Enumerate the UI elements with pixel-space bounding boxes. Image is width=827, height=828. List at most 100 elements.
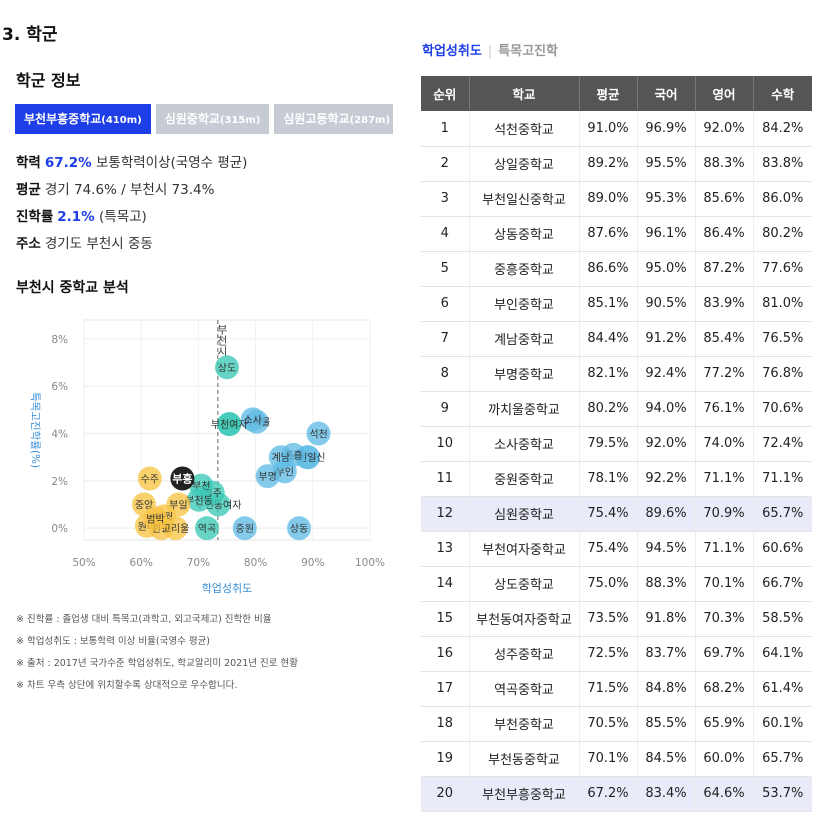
- cell-english: 86.4%: [695, 216, 754, 252]
- school-tab-3[interactable]: 심원고등학교(287m): [274, 104, 393, 134]
- data-point-label: 부인: [276, 466, 294, 478]
- cell-korean: 96.1%: [637, 216, 696, 252]
- cell-math: 76.8%: [753, 356, 812, 392]
- table-row[interactable]: 9 까치울중학교 80.2% 94.0% 76.1% 70.6%: [421, 391, 812, 427]
- cell-school: 부천여자중학교: [469, 531, 580, 567]
- data-point: [287, 516, 312, 541]
- info-value: 67.2%: [44, 155, 92, 171]
- cell-korean: 92.2%: [637, 461, 696, 497]
- cell-korean: 84.8%: [637, 671, 696, 707]
- cell-rank: 19: [421, 741, 470, 777]
- table-row[interactable]: 7 계남중학교 84.4% 91.2% 85.4% 76.5%: [421, 321, 812, 357]
- y-axis-label: 특목고진학률(%): [29, 392, 41, 468]
- table-row[interactable]: 11 중원중학교 78.1% 92.2% 71.1% 71.1%: [421, 461, 812, 497]
- cell-school: 중원중학교: [469, 461, 580, 497]
- cell-korean: 92.4%: [637, 356, 696, 392]
- school-info-list: 학력 67.2% 보통학력이상(국영수 평균) 평균 경기 74.6% / 부천시 …: [16, 152, 247, 260]
- cell-school: 역곡중학교: [469, 671, 580, 707]
- header-average: 평균: [579, 76, 638, 111]
- header-math: 수학: [753, 76, 812, 111]
- cell-korean: 95.0%: [637, 251, 696, 287]
- table-row[interactable]: 5 중흥중학교 86.6% 95.0% 87.2% 77.6%: [421, 251, 812, 287]
- data-point: [306, 421, 331, 446]
- cell-school: 상도중학교: [469, 566, 580, 602]
- school-tab-name: 심원중학교: [164, 112, 220, 126]
- table-header-row: 순위 학교 평균 국어 영어 수학: [421, 76, 812, 111]
- school-tab-1[interactable]: 부천부흥중학교(410m): [15, 104, 151, 134]
- cell-english: 70.9%: [695, 496, 754, 532]
- cell-average: 75.0%: [579, 566, 638, 602]
- info-text: 경기도 부천시 중동: [44, 236, 153, 252]
- table-row[interactable]: 19 부천동중학교 70.1% 84.5% 60.0% 65.7%: [421, 741, 812, 777]
- info-average: 평균 경기 74.6% / 부천시 73.4%: [16, 179, 247, 206]
- cell-math: 77.6%: [753, 251, 812, 287]
- table-row[interactable]: 8 부명중학교 82.1% 92.4% 77.2% 76.8%: [421, 356, 812, 392]
- data-point: [255, 464, 280, 489]
- x-tick-label: 80%: [244, 557, 267, 569]
- cell-math: 60.6%: [753, 531, 812, 567]
- table-row[interactable]: 12 심원중학교 75.4% 89.6% 70.9% 65.7%: [421, 496, 812, 532]
- note: ※ 진학률 : 졸업생 대비 특목고(과학고, 외고국제고) 진학한 비율: [16, 614, 272, 625]
- cell-korean: 85.5%: [637, 706, 696, 742]
- info-label: 학력: [16, 155, 41, 171]
- table-row[interactable]: 4 상동중학교 87.6% 96.1% 86.4% 80.2%: [421, 216, 812, 252]
- cell-rank: 9: [421, 391, 470, 427]
- data-point-label: 범박: [146, 514, 164, 526]
- cell-korean: 94.5%: [637, 531, 696, 567]
- table-row[interactable]: 3 부천일신중학교 89.0% 95.3% 85.6% 86.0%: [421, 181, 812, 217]
- cell-english: 68.2%: [695, 671, 754, 707]
- table-row[interactable]: 17 역곡중학교 71.5% 84.8% 68.2% 61.4%: [421, 671, 812, 707]
- data-point-label: 석천: [309, 429, 327, 441]
- cell-school: 상동중학교: [469, 216, 580, 252]
- cell-school: 성주중학교: [469, 636, 580, 672]
- table-row[interactable]: 13 부천여자중학교 75.4% 94.5% 71.1% 60.6%: [421, 531, 812, 567]
- cell-school: 석천중학교: [469, 111, 580, 147]
- cell-math: 84.2%: [753, 111, 812, 147]
- info-note: 보통학력이상(국영수 평균): [95, 155, 248, 171]
- table-row[interactable]: 15 부천동여자중학교 73.5% 91.8% 70.3% 58.5%: [421, 601, 812, 637]
- cell-average: 91.0%: [579, 111, 638, 147]
- header-school: 학교: [469, 76, 580, 111]
- cell-math: 64.1%: [753, 636, 812, 672]
- cell-math: 72.4%: [753, 426, 812, 462]
- cell-korean: 84.5%: [637, 741, 696, 777]
- cell-rank: 12: [421, 496, 470, 532]
- cell-korean: 83.7%: [637, 636, 696, 672]
- school-tab-distance: (287m): [349, 115, 391, 126]
- data-point: [217, 412, 242, 437]
- y-tick-label: 4%: [51, 429, 68, 441]
- y-tick-label: 8%: [51, 334, 68, 346]
- info-label: 평균: [16, 182, 41, 198]
- cell-english: 60.0%: [695, 741, 754, 777]
- table-row[interactable]: 18 부천중학교 70.5% 85.5% 65.9% 60.1%: [421, 706, 812, 742]
- table-row[interactable]: 16 성주중학교 72.5% 83.7% 69.7% 64.1%: [421, 636, 812, 672]
- tab-academic[interactable]: 학업성취도: [422, 44, 482, 59]
- note: ※ 학업성취도 : 보통학력 이상 비율(국영수 평균): [16, 636, 211, 647]
- tab-special-high[interactable]: 특목고진학: [498, 44, 559, 59]
- info-advance: 진학률 2.1% (특목고): [16, 206, 247, 233]
- cell-rank: 20: [421, 776, 470, 812]
- cell-school: 중흥중학교: [469, 251, 580, 287]
- header-korean: 국어: [637, 76, 696, 111]
- cell-average: 82.1%: [579, 356, 638, 392]
- data-point-label: 부흥: [172, 471, 192, 485]
- cell-math: 61.4%: [753, 671, 812, 707]
- cell-korean: 89.6%: [637, 496, 696, 532]
- cell-average: 71.5%: [579, 671, 638, 707]
- table-row[interactable]: 14 상도중학교 75.0% 88.3% 70.1% 66.7%: [421, 566, 812, 602]
- table-body: 1 석천중학교 91.0% 96.9% 92.0% 84.2% 2 상일중학교 89.2% 95.…: [421, 111, 812, 812]
- table-row[interactable]: 10 소사중학교 79.5% 92.0% 74.0% 72.4%: [421, 426, 812, 462]
- cell-average: 67.2%: [579, 776, 638, 812]
- cell-rank: 13: [421, 531, 470, 567]
- school-tab-2[interactable]: 심원중학교(315m): [155, 104, 270, 134]
- data-point-label: 부천여자: [211, 419, 248, 431]
- table-row[interactable]: 2 상일중학교 89.2% 95.5% 88.3% 83.8%: [421, 146, 812, 182]
- cell-average: 79.5%: [579, 426, 638, 462]
- cell-rank: 18: [421, 706, 470, 742]
- cell-rank: 3: [421, 181, 470, 217]
- cell-math: 66.7%: [753, 566, 812, 602]
- cell-average: 89.2%: [579, 146, 638, 182]
- table-row[interactable]: 1 석천중학교 91.0% 96.9% 92.0% 84.2%: [421, 111, 812, 147]
- table-row[interactable]: 6 부인중학교 85.1% 90.5% 83.9% 81.0%: [421, 286, 812, 322]
- table-row[interactable]: 20 부천부흥중학교 67.2% 83.4% 64.6% 53.7%: [421, 776, 812, 812]
